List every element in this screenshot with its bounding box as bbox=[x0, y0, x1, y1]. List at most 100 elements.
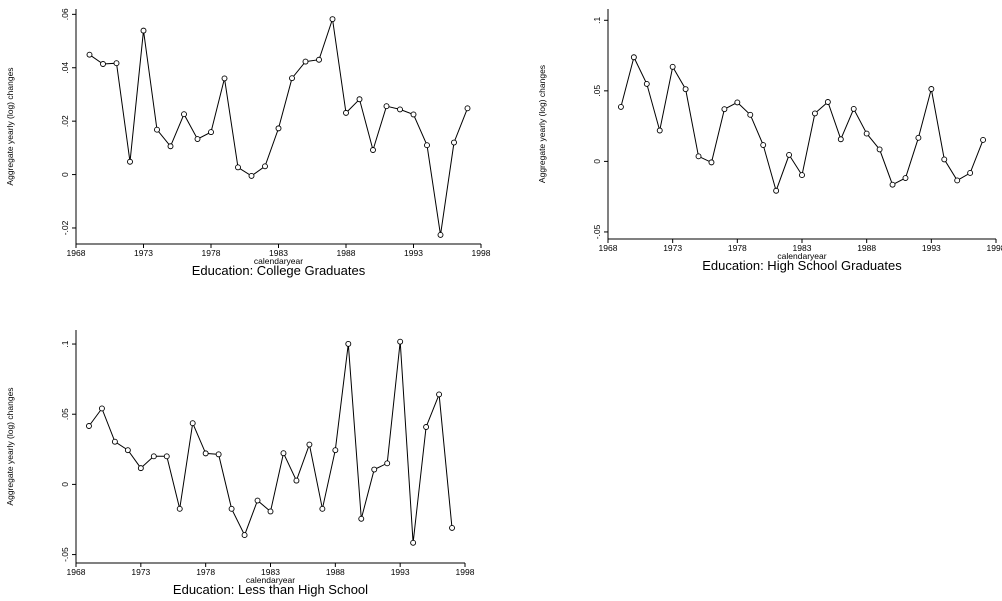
data-point bbox=[113, 60, 120, 67]
data-point bbox=[850, 105, 857, 112]
x-tick-label: 1988 bbox=[857, 243, 876, 253]
data-point bbox=[86, 423, 92, 429]
data-point bbox=[747, 111, 754, 118]
x-tick-label: 1968 bbox=[67, 248, 86, 258]
data-point bbox=[319, 505, 326, 512]
x-tick-label: 1998 bbox=[472, 248, 491, 258]
data-point bbox=[695, 153, 702, 160]
series-line bbox=[620, 55, 984, 193]
panel-less-than-high-school: -.05 0 .05 .1 1968 1973 1978 1983 1988 1993 1998 ca… bbox=[5, 330, 475, 597]
data-point bbox=[397, 338, 404, 345]
data-point bbox=[423, 424, 430, 430]
data-point bbox=[332, 447, 339, 454]
data-point bbox=[124, 447, 131, 454]
y-tick-label: -.02 bbox=[60, 220, 70, 235]
data-point bbox=[437, 231, 444, 238]
data-point bbox=[306, 441, 313, 448]
y-tick-label: .1 bbox=[592, 16, 602, 23]
x-tick-label: 1983 bbox=[269, 248, 288, 258]
data-point bbox=[167, 143, 174, 150]
x-tick-label: 1978 bbox=[202, 248, 221, 258]
data-point bbox=[928, 86, 935, 92]
data-point bbox=[150, 453, 157, 460]
data-point bbox=[343, 109, 349, 116]
data-point bbox=[721, 106, 728, 113]
data-point bbox=[221, 75, 228, 82]
data-point bbox=[293, 477, 300, 484]
y-tick-label: .06 bbox=[60, 8, 70, 20]
data-point bbox=[163, 453, 170, 460]
x-tick-label: 1988 bbox=[337, 248, 356, 258]
x-tick-label: 1993 bbox=[404, 248, 423, 258]
data-point bbox=[267, 508, 274, 515]
data-point bbox=[215, 451, 222, 458]
x-tick-label: 1988 bbox=[326, 567, 345, 577]
data-point bbox=[941, 156, 948, 163]
data-point bbox=[345, 340, 352, 347]
data-point bbox=[630, 54, 637, 61]
y-tick-label: 0 bbox=[60, 172, 70, 177]
data-point bbox=[275, 125, 282, 132]
data-point bbox=[708, 159, 715, 166]
y-tick-label: -.05 bbox=[592, 224, 602, 239]
data-point bbox=[358, 515, 365, 522]
chart-title: Education: Less than High School bbox=[173, 582, 368, 597]
data-point bbox=[181, 111, 187, 118]
y-tick-label: 0 bbox=[60, 482, 70, 487]
x-tick-label: 1983 bbox=[261, 567, 280, 577]
data-point bbox=[734, 99, 741, 106]
data-point bbox=[410, 539, 417, 546]
x-tick-label: 1998 bbox=[456, 567, 475, 577]
chart-title: Education: College Graduates bbox=[192, 263, 366, 278]
data-point bbox=[384, 460, 391, 467]
data-point bbox=[371, 466, 378, 473]
data-point bbox=[370, 147, 376, 153]
x-tick-label: 1968 bbox=[67, 567, 86, 577]
data-point bbox=[824, 99, 831, 105]
data-point bbox=[799, 172, 805, 179]
data-point bbox=[208, 129, 214, 136]
data-point bbox=[329, 16, 336, 23]
data-point bbox=[773, 187, 780, 194]
y-tick-label: 0 bbox=[592, 159, 602, 164]
y-axis-label: Aggregate yearly (log) changes bbox=[5, 387, 15, 505]
data-point bbox=[302, 58, 309, 65]
x-tick-label: 1973 bbox=[134, 248, 153, 258]
data-point bbox=[176, 505, 183, 512]
data-point bbox=[424, 142, 430, 149]
x-tick-label: 1968 bbox=[599, 243, 618, 253]
data-point bbox=[902, 175, 909, 181]
data-point bbox=[154, 126, 160, 133]
x-axis-label: calendaryear bbox=[254, 256, 303, 266]
data-point bbox=[248, 172, 255, 179]
data-point bbox=[316, 56, 322, 63]
data-point bbox=[194, 136, 201, 143]
data-point bbox=[262, 163, 268, 170]
data-point bbox=[228, 505, 235, 512]
y-tick-label: .02 bbox=[60, 115, 70, 127]
x-tick-label: 1993 bbox=[922, 243, 941, 253]
data-point bbox=[837, 136, 844, 143]
data-point bbox=[682, 86, 689, 93]
data-point bbox=[643, 80, 650, 87]
data-point bbox=[356, 96, 363, 103]
data-point bbox=[889, 181, 896, 188]
data-point bbox=[189, 420, 196, 427]
data-point bbox=[111, 438, 118, 445]
data-point bbox=[383, 103, 390, 110]
x-axis-label: calendaryear bbox=[777, 251, 826, 261]
y-tick-label: .05 bbox=[592, 85, 602, 97]
y-tick-label: .1 bbox=[60, 340, 70, 347]
data-point bbox=[280, 450, 287, 457]
chart-title: Education: High School Graduates bbox=[702, 258, 902, 273]
data-point bbox=[669, 63, 676, 70]
data-point bbox=[464, 105, 471, 112]
x-tick-label: 1983 bbox=[793, 243, 812, 253]
data-point bbox=[436, 391, 443, 398]
x-tick-label: 1993 bbox=[391, 567, 410, 577]
data-point bbox=[289, 75, 295, 82]
data-point bbox=[202, 450, 209, 457]
data-point bbox=[863, 130, 870, 137]
x-tick-label: 1973 bbox=[131, 567, 150, 577]
data-point bbox=[449, 524, 455, 531]
